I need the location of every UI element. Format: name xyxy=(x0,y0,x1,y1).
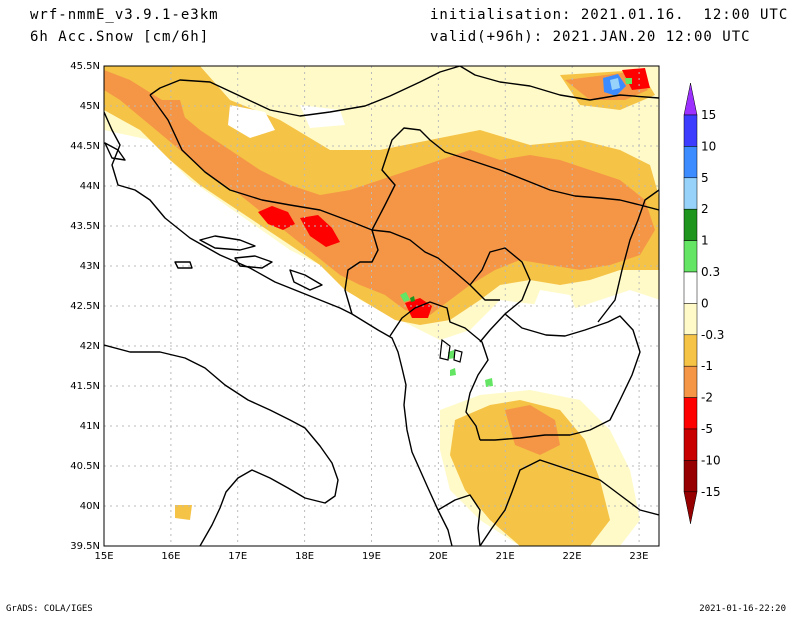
lon-tick-label: 16E xyxy=(161,551,180,562)
valid-time: valid(+96h): 2021.JAN.20 12:00 UTC xyxy=(430,29,751,45)
colorbar-swatch xyxy=(683,271,698,304)
lon-tick-label: 15E xyxy=(94,551,113,562)
lat-tick-label: 42.5N xyxy=(70,301,100,312)
colorbar-swatch xyxy=(683,240,698,273)
colorbar-swatch xyxy=(683,397,698,430)
colorbar-label: 5 xyxy=(701,171,709,185)
snow-orange-areas xyxy=(104,70,655,455)
colorbar-top-arrow xyxy=(683,82,698,116)
colorbar-label: 0.3 xyxy=(701,265,720,279)
colorbar-label: 1 xyxy=(701,234,709,248)
lon-tick-label: 22E xyxy=(563,551,582,562)
colorbar-label: 15 xyxy=(701,108,716,122)
lat-tick-label: 43N xyxy=(80,261,100,272)
lon-tick-label: 23E xyxy=(629,551,648,562)
colorbar-label: -0.3 xyxy=(701,328,724,342)
lat-tick-label: 41.5N xyxy=(70,381,100,392)
lon-tick-label: 18E xyxy=(295,551,314,562)
lon-tick-label: 20E xyxy=(429,551,448,562)
lat-tick-label: 40N xyxy=(80,501,100,512)
colorbar-swatch xyxy=(683,303,698,336)
colorbar-label: -5 xyxy=(701,422,713,436)
lat-tick-label: 40.5N xyxy=(70,461,100,472)
colorbar-swatch xyxy=(683,365,698,398)
footer-timestamp: 2021-01-16-22:20 xyxy=(699,604,786,614)
colorbar: 15 10 5 2 1 0.3 0 -0.3 -1 -2 -5 -10 -15 xyxy=(683,82,724,524)
lat-tick-label: 42N xyxy=(80,341,100,352)
snow-green-blue-areas xyxy=(400,74,632,387)
colorbar-swatch xyxy=(683,177,698,210)
snow-red-areas xyxy=(258,68,650,318)
lat-tick-label: 45.5N xyxy=(70,61,100,72)
colorbar-label: -2 xyxy=(701,391,713,405)
colorbar-swatch xyxy=(683,114,698,147)
map-grid xyxy=(104,66,659,546)
colorbar-swatch xyxy=(683,428,698,461)
lon-tick-label: 19E xyxy=(362,551,381,562)
lat-tick-label: 41N xyxy=(80,421,100,432)
initialisation-time: initialisation: 2021.01.16. 12:00 UTC xyxy=(430,7,789,23)
map-area xyxy=(104,66,659,546)
lat-tick-label: 44.5N xyxy=(70,141,100,152)
coastlines-and-borders xyxy=(104,66,659,546)
lat-tick-label: 39.5N xyxy=(70,541,100,552)
model-title: wrf-nmmE_v3.9.1-e3km xyxy=(30,7,219,23)
field-title: 6h Acc.Snow [cm/6h] xyxy=(30,29,210,45)
colorbar-label: -1 xyxy=(701,359,713,373)
colorbar-swatch xyxy=(683,460,698,493)
colorbar-label: -15 xyxy=(701,485,721,499)
lat-tick-label: 43.5N xyxy=(70,221,100,232)
colorbar-swatch xyxy=(683,146,698,179)
colorbar-label: 0 xyxy=(701,296,709,310)
colorbar-swatch xyxy=(683,208,698,241)
colorbar-bottom-arrow xyxy=(683,491,698,524)
snow-gaps xyxy=(120,105,580,330)
lat-tick-label: 44N xyxy=(80,181,100,192)
lakes xyxy=(439,338,463,363)
lon-tick-label: 21E xyxy=(496,551,515,562)
map-frame xyxy=(103,65,660,547)
colorbar-label: 2 xyxy=(701,202,709,216)
colorbar-swatch xyxy=(683,334,698,367)
footer-credit: GrADS: COLA/IGES xyxy=(6,604,93,614)
colorbar-label: -10 xyxy=(701,453,721,467)
lon-tick-label: 17E xyxy=(228,551,247,562)
lat-tick-label: 45N xyxy=(80,101,100,112)
colorbar-label: 10 xyxy=(701,139,716,153)
